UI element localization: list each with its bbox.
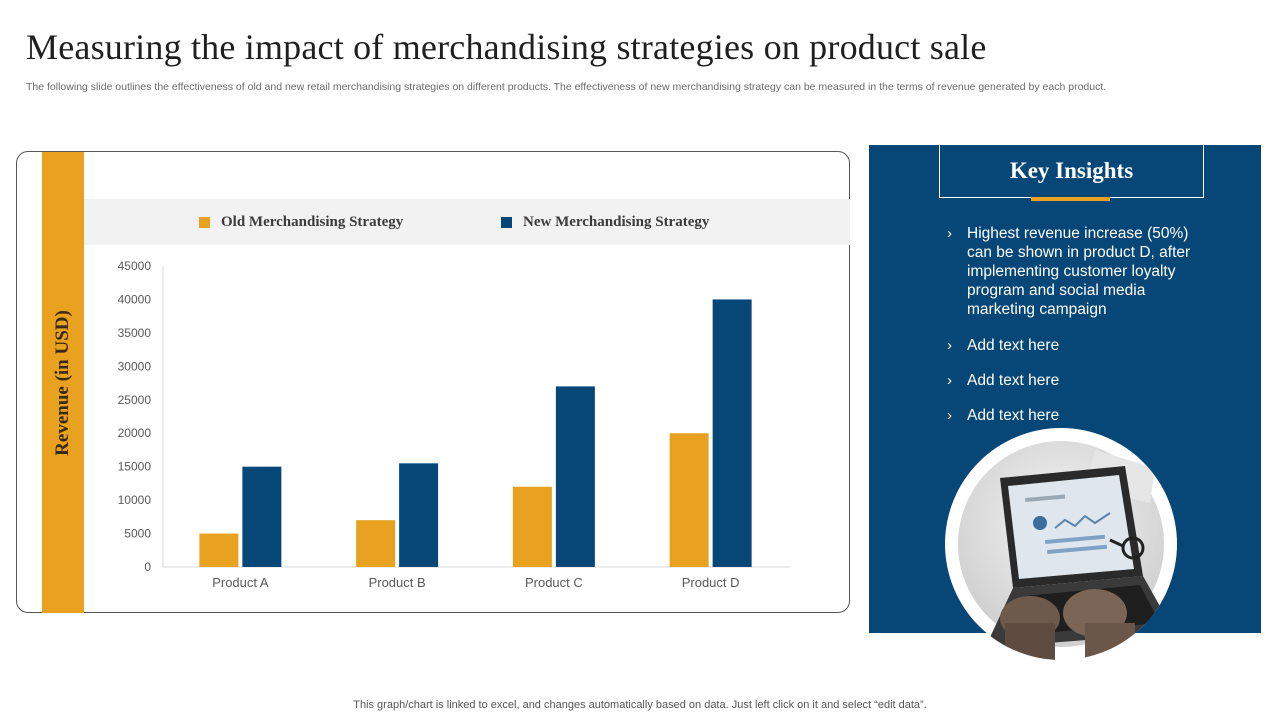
y-tick-label: 20000 xyxy=(118,426,152,440)
y-axis-label-bar xyxy=(42,152,84,613)
y-tick-label: 25000 xyxy=(118,393,152,407)
x-tick-label: Product D xyxy=(682,575,740,590)
y-tick-label: 35000 xyxy=(118,326,152,340)
chevron-right-icon: › xyxy=(947,372,952,389)
footer-note: This graph/chart is linked to excel, and… xyxy=(353,699,927,711)
laptop-illustration xyxy=(958,441,1175,660)
slide-subtitle: The following slide outlines the effecti… xyxy=(26,81,1107,93)
bar-new-4 xyxy=(712,299,752,567)
y-tick-label: 15000 xyxy=(118,460,152,474)
slide-title: Measuring the impact of merchandising st… xyxy=(26,27,987,67)
legend-swatch-old xyxy=(199,217,210,228)
insights-title: Key Insights xyxy=(1009,158,1134,183)
x-tick-label: Product B xyxy=(369,575,426,590)
insight-bullet-1: › Highest revenue increase (50%) can be … xyxy=(947,224,1192,319)
legend-item-new: New Merchandising Strategy xyxy=(501,214,709,231)
y-tick-label: 0 xyxy=(144,560,151,574)
insights-title-box: Key Insights xyxy=(939,145,1204,198)
insight-text: Add text here xyxy=(967,407,1060,424)
insight-text: Add text here xyxy=(967,372,1060,389)
y-tick-label: 10000 xyxy=(118,493,152,507)
insight-text: Highest revenue increase (50%) can be sh… xyxy=(967,225,1191,318)
y-tick-label: 40000 xyxy=(118,292,152,306)
legend-label-old: Old Merchandising Strategy xyxy=(221,214,404,230)
bar-new-3 xyxy=(555,386,595,567)
x-tick-label: Product C xyxy=(525,575,583,590)
legend-band xyxy=(84,199,850,245)
y-tick-label: 45000 xyxy=(118,259,152,273)
y-tick-label: 30000 xyxy=(118,359,152,373)
legend-label-new: New Merchandising Strategy xyxy=(523,214,710,230)
legend-swatch-new xyxy=(501,217,512,228)
y-tick-label: 5000 xyxy=(124,527,151,541)
bar-old-1 xyxy=(199,533,239,567)
chevron-right-icon: › xyxy=(947,337,952,354)
bar-old-3 xyxy=(512,486,552,567)
insight-bullet-4: › Add text here xyxy=(947,406,1192,425)
x-tick-label: Product A xyxy=(212,575,269,590)
bar-new-2 xyxy=(399,463,439,567)
insight-text: Add text here xyxy=(967,337,1060,354)
chevron-right-icon: › xyxy=(947,407,952,424)
insight-bullet-2: › Add text here xyxy=(947,336,1192,355)
bar-old-4 xyxy=(669,433,709,567)
bar-new-1 xyxy=(242,466,282,567)
insight-bullet-3: › Add text here xyxy=(947,371,1192,390)
laptop-photo xyxy=(945,428,1177,660)
bar-old-2 xyxy=(356,520,396,567)
chevron-right-icon: › xyxy=(947,225,952,242)
legend-item-old: Old Merchandising Strategy xyxy=(199,214,403,231)
insights-title-underline xyxy=(1031,197,1110,201)
